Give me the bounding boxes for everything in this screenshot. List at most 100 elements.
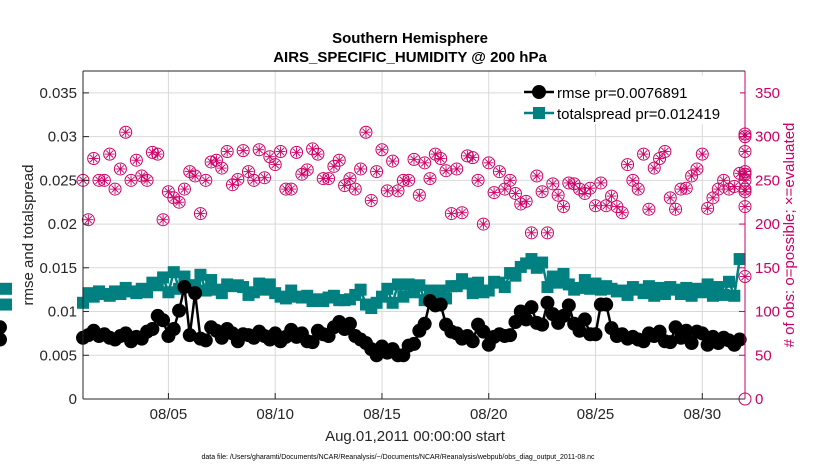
- obs-marker: [637, 147, 651, 161]
- obs-possible-circle: [145, 145, 159, 159]
- obs-marker: [364, 193, 378, 207]
- obs-evaluated-cross: [169, 193, 178, 202]
- totalspread-point: [642, 280, 655, 293]
- obs-possible-circle: [690, 162, 704, 176]
- obs-marker: [621, 158, 635, 172]
- obs-marker: [658, 144, 672, 158]
- obs-possible-circle: [129, 153, 143, 167]
- obs-evaluated-cross: [111, 185, 119, 193]
- rmse-point: [663, 335, 678, 350]
- rmse-point: [524, 300, 539, 315]
- obs-possible-circle: [466, 151, 480, 165]
- rmse-point: [0, 332, 7, 347]
- rmse-point: [188, 286, 203, 301]
- obs-marker: [476, 217, 490, 231]
- rmse-point: [535, 317, 550, 332]
- obs-evaluated-cross: [116, 165, 125, 173]
- obs-marker: [583, 181, 597, 195]
- legend-rmse-label: rmse pr=0.0076891: [557, 85, 688, 102]
- obs-possible-circle: [471, 173, 485, 187]
- obs-marker: [268, 158, 282, 172]
- obs-evaluated-cross: [618, 208, 627, 217]
- obs-marker: [359, 125, 373, 139]
- obs-possible-circle: [391, 184, 405, 198]
- obs-evaluated-cross: [436, 154, 445, 163]
- obs-marker: [556, 200, 570, 214]
- obs-marker: [177, 182, 191, 196]
- obs-possible-circle: [642, 202, 656, 216]
- obs-marker: [535, 185, 549, 199]
- legend: rmse pr=0.0076891 totalspread pr=0.01241…: [522, 76, 740, 124]
- obs-evaluated-cross: [153, 150, 162, 158]
- rmse-point: [572, 323, 587, 338]
- obs-possible-circle: [583, 181, 597, 195]
- obs-marker: [113, 162, 127, 176]
- obs-marker: [300, 163, 314, 177]
- obs-possible-circle: [252, 143, 266, 157]
- obs-possible-circle: [103, 147, 117, 161]
- obs-marker: [524, 226, 538, 240]
- totalspread-point: [0, 298, 12, 311]
- obs-marker: [370, 165, 384, 179]
- obs-evaluated-cross: [474, 176, 482, 185]
- obs-evaluated-cross: [714, 185, 723, 193]
- obs-possible-circle: [450, 162, 464, 176]
- obs-evaluated-cross: [330, 162, 338, 171]
- obs-marker: [594, 176, 608, 190]
- obs-possible-circle: [621, 158, 635, 172]
- obs-evaluated-cross: [602, 201, 611, 210]
- obs-marker: [343, 172, 357, 186]
- obs-evaluated-cross: [500, 185, 509, 193]
- obs-possible-circle: [605, 189, 619, 203]
- totalspread-series: [0, 253, 746, 315]
- obs-possible-circle: [290, 145, 304, 159]
- obs-marker: [284, 182, 298, 196]
- obs-possible-circle: [108, 182, 122, 196]
- y2-tick-label: 0: [755, 391, 763, 408]
- obs-evaluated-cross: [378, 145, 386, 154]
- obs-possible-circle: [140, 173, 154, 187]
- obs-evaluated-cross: [591, 201, 600, 210]
- obs-evaluated-cross: [703, 204, 712, 213]
- obs-evaluated-cross: [127, 176, 135, 185]
- obs-possible-circle: [306, 142, 320, 156]
- obs-possible-circle: [695, 147, 709, 161]
- y2-tick-label: 100: [755, 304, 780, 321]
- obs-evaluated-cross: [661, 147, 669, 156]
- obs-marker: [156, 213, 170, 227]
- obs-possible-circle: [637, 147, 651, 161]
- obs-evaluated-cross: [137, 172, 146, 180]
- obs-marker: [717, 173, 731, 187]
- chart-title: Southern Hemisphere: [332, 30, 488, 47]
- obs-evaluated-cross: [458, 208, 466, 217]
- obs-possible-circle: [225, 178, 239, 192]
- obs-evaluated-cross: [324, 174, 333, 183]
- obs-marker: [274, 144, 288, 158]
- legend-spread-marker: [533, 107, 545, 119]
- obs-possible-circle: [460, 149, 474, 163]
- obs-marker: [140, 173, 154, 187]
- obs-evaluated-cross: [143, 176, 151, 185]
- obs-marker: [434, 151, 448, 165]
- obs-marker: [108, 182, 122, 196]
- obs-possible-circle: [151, 147, 165, 161]
- obs-evaluated-cross: [404, 176, 413, 185]
- rmse-point: [0, 320, 7, 335]
- obs-possible-circle: [727, 179, 741, 193]
- obs-evaluated-cross: [490, 188, 498, 197]
- obs-evaluated-cross: [89, 154, 98, 163]
- totalspread-point: [728, 289, 741, 302]
- obs-evaluated-cross: [383, 186, 392, 195]
- obs-evaluated-cross: [84, 215, 93, 224]
- obs-marker: [546, 177, 560, 191]
- totalspread-point: [354, 283, 367, 296]
- obs-possible-circle: [519, 194, 533, 208]
- obs-marker: [354, 162, 368, 176]
- rmse-point: [588, 327, 603, 342]
- obs-marker: [695, 147, 709, 161]
- obs-evaluated-cross: [244, 167, 253, 176]
- obs-evaluated-cross: [388, 157, 397, 165]
- obs-possible-circle: [679, 181, 693, 195]
- obs-evaluated-cross: [159, 215, 167, 224]
- obs-possible-circle: [658, 144, 672, 158]
